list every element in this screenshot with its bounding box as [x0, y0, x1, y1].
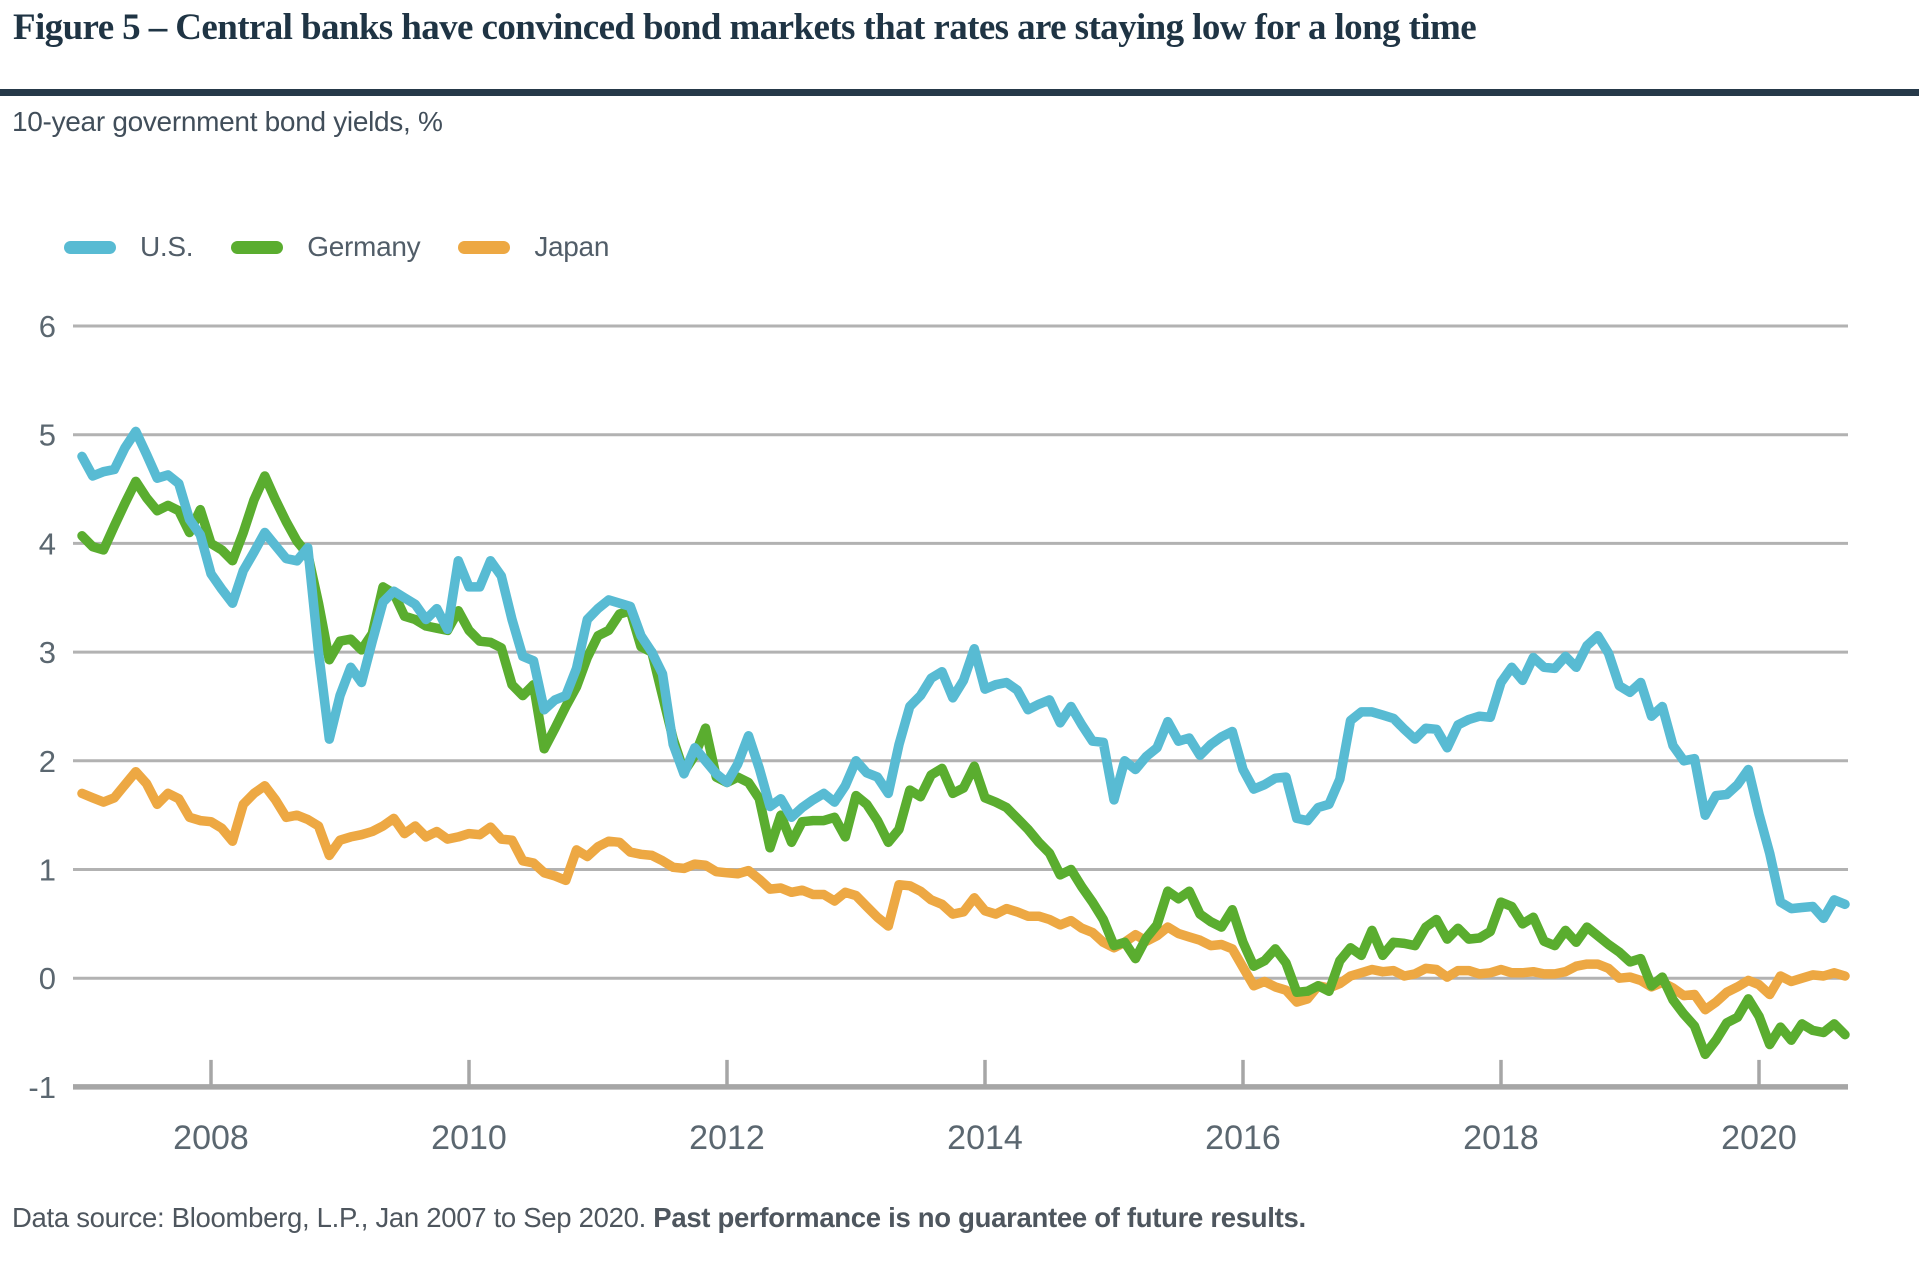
y-axis-label-0: 0	[39, 961, 56, 996]
figure-title: Figure 5 – Central banks have convinced …	[13, 7, 1477, 48]
legend-label-us: U.S.	[140, 231, 194, 262]
y-axis-label--1: -1	[28, 1070, 56, 1105]
legend-label-japan: Japan	[534, 231, 610, 262]
japan-line-swatch-icon	[458, 240, 511, 254]
legend-item-japan: Japan	[458, 231, 609, 263]
x-axis-label-2016: 2016	[1205, 1119, 1281, 1157]
x-axis-label-2018: 2018	[1463, 1119, 1539, 1157]
source-note-text: Data source: Bloomberg, L.P., Jan 2007 t…	[12, 1202, 654, 1233]
x-axis-label-2014: 2014	[947, 1119, 1023, 1157]
legend-item-germany: Germany	[231, 231, 421, 263]
x-axis-label-2008: 2008	[173, 1119, 249, 1157]
series-line-us	[77, 426, 1850, 924]
x-axis-label-2020: 2020	[1721, 1119, 1797, 1157]
legend-item-us: U.S.	[64, 231, 194, 263]
y-axis-label-1: 1	[39, 853, 56, 888]
x-axis-label-2012: 2012	[689, 1119, 765, 1157]
chart-legend: U.S. Germany Japan	[64, 231, 647, 263]
us-line-swatch-icon	[64, 240, 116, 254]
disclaimer-text: Past performance is no guarantee of futu…	[653, 1202, 1306, 1233]
germany-line-swatch-icon	[231, 240, 284, 254]
y-axis-label-6: 6	[39, 309, 56, 344]
x-axis-label-2010: 2010	[431, 1119, 507, 1157]
y-axis-label-3: 3	[39, 635, 56, 670]
y-axis-label-4: 4	[39, 526, 56, 561]
title-divider-rule	[0, 89, 1919, 96]
y-axis-label-2: 2	[39, 744, 56, 779]
source-note: Data source: Bloomberg, L.P., Jan 2007 t…	[12, 1202, 1306, 1234]
legend-label-germany: Germany	[307, 231, 421, 262]
y-axis-label-5: 5	[39, 418, 56, 453]
series-line-japan	[77, 766, 1850, 1015]
chart-subtitle: 10-year government bond yields, %	[12, 106, 443, 137]
